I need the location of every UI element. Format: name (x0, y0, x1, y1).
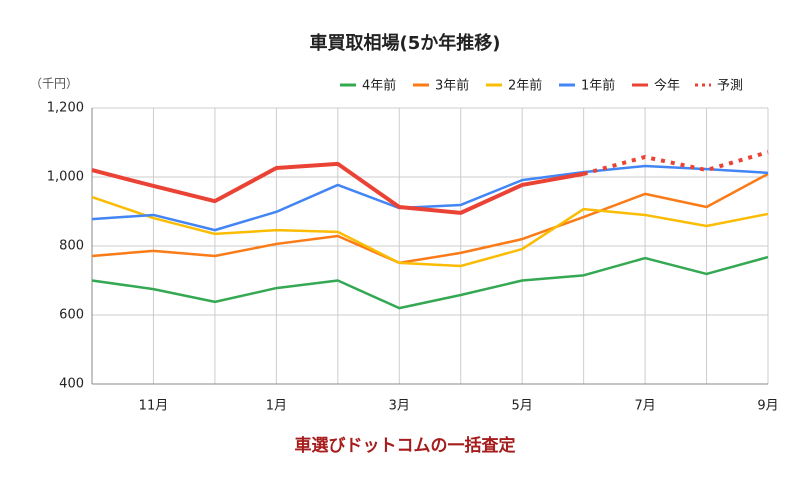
x-tick-label: 9月 (757, 399, 778, 414)
x-tick-label: 3月 (389, 399, 410, 414)
x-tick-label: 7月 (634, 399, 655, 414)
x-tick-label: 1月 (266, 399, 287, 414)
series-line (583, 150, 769, 176)
series-line (91, 172, 769, 265)
y-tick-label: 400 (59, 377, 84, 392)
legend-label: 3年前 (435, 78, 469, 94)
x-tick-label: 5月 (512, 399, 533, 414)
legend-label: 2年前 (508, 78, 542, 94)
legend-label: 今年 (654, 78, 680, 94)
series-line (91, 195, 769, 268)
series-line (91, 164, 769, 232)
x-tick-label: 11月 (139, 399, 169, 414)
y-tick-label: 1,000 (47, 170, 84, 185)
footer: 車選びドットコムの一括査定 (295, 435, 516, 456)
legend-label: 1年前 (581, 78, 615, 94)
chart-title: 車買取相場(5か年推移) (310, 32, 501, 54)
y-tick-label: 800 (59, 239, 84, 254)
legend-label: 4年前 (362, 78, 396, 94)
legend-label: 予測 (717, 79, 743, 94)
series-line (91, 255, 769, 310)
y-tick-label: 1,200 (47, 101, 84, 116)
y-axis-label: （千円） (30, 77, 78, 91)
y-tick-label: 600 (59, 308, 84, 323)
series-line (91, 161, 584, 215)
